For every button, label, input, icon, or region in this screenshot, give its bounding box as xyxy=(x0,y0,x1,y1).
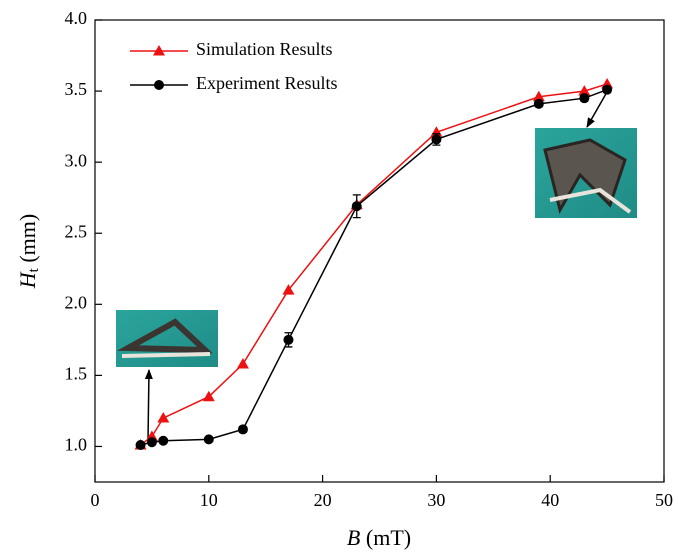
x-label-symbol: B xyxy=(347,525,360,550)
inset-photo-left xyxy=(116,310,218,367)
y-tick-label: 4.0 xyxy=(65,8,88,28)
marker xyxy=(158,436,168,446)
y-tick-label: 2.0 xyxy=(65,292,88,312)
marker xyxy=(204,434,214,444)
y-axis-label: Ht (mm) xyxy=(15,214,45,289)
legend-marker xyxy=(154,80,164,90)
marker xyxy=(237,358,249,369)
marker xyxy=(157,412,169,423)
y-label-subscript: t xyxy=(26,267,42,272)
marker xyxy=(352,201,362,211)
marker xyxy=(283,335,293,345)
x-tick-label: 40 xyxy=(541,490,559,510)
marker xyxy=(431,134,441,144)
y-label-symbol: H xyxy=(15,271,40,289)
marker xyxy=(147,437,157,447)
x-tick-label: 50 xyxy=(655,490,673,510)
marker xyxy=(238,424,248,434)
x-label-unit: (mT) xyxy=(366,525,411,550)
y-label-unit: (mm) xyxy=(15,214,40,263)
y-tick-label: 1.0 xyxy=(65,435,88,455)
plot-frame xyxy=(95,20,664,482)
arrow xyxy=(148,370,149,440)
legend-label: Experiment Results xyxy=(196,73,337,93)
x-axis-label: B (mT) xyxy=(347,525,411,550)
y-tick-label: 2.5 xyxy=(65,221,88,241)
x-tick-label: 30 xyxy=(427,490,445,510)
x-tick-label: 20 xyxy=(314,490,332,510)
legend-label: Simulation Results xyxy=(196,39,333,59)
chart: B (mT) Ht (mm) 0 10 20 30 40 50 1.0 1.5 2.0 2.5 3.… xyxy=(0,0,679,559)
y-tick-label: 1.5 xyxy=(65,364,88,384)
marker xyxy=(534,99,544,109)
x-tick-label: 0 xyxy=(91,490,100,510)
inset-photo-right xyxy=(535,128,637,218)
marker xyxy=(136,440,146,450)
arrow xyxy=(587,92,607,127)
marker xyxy=(579,93,589,103)
y-tick-label: 3.5 xyxy=(65,79,88,99)
x-tick-label: 10 xyxy=(200,490,218,510)
marker xyxy=(602,85,612,95)
y-tick-label: 3.0 xyxy=(65,150,88,170)
